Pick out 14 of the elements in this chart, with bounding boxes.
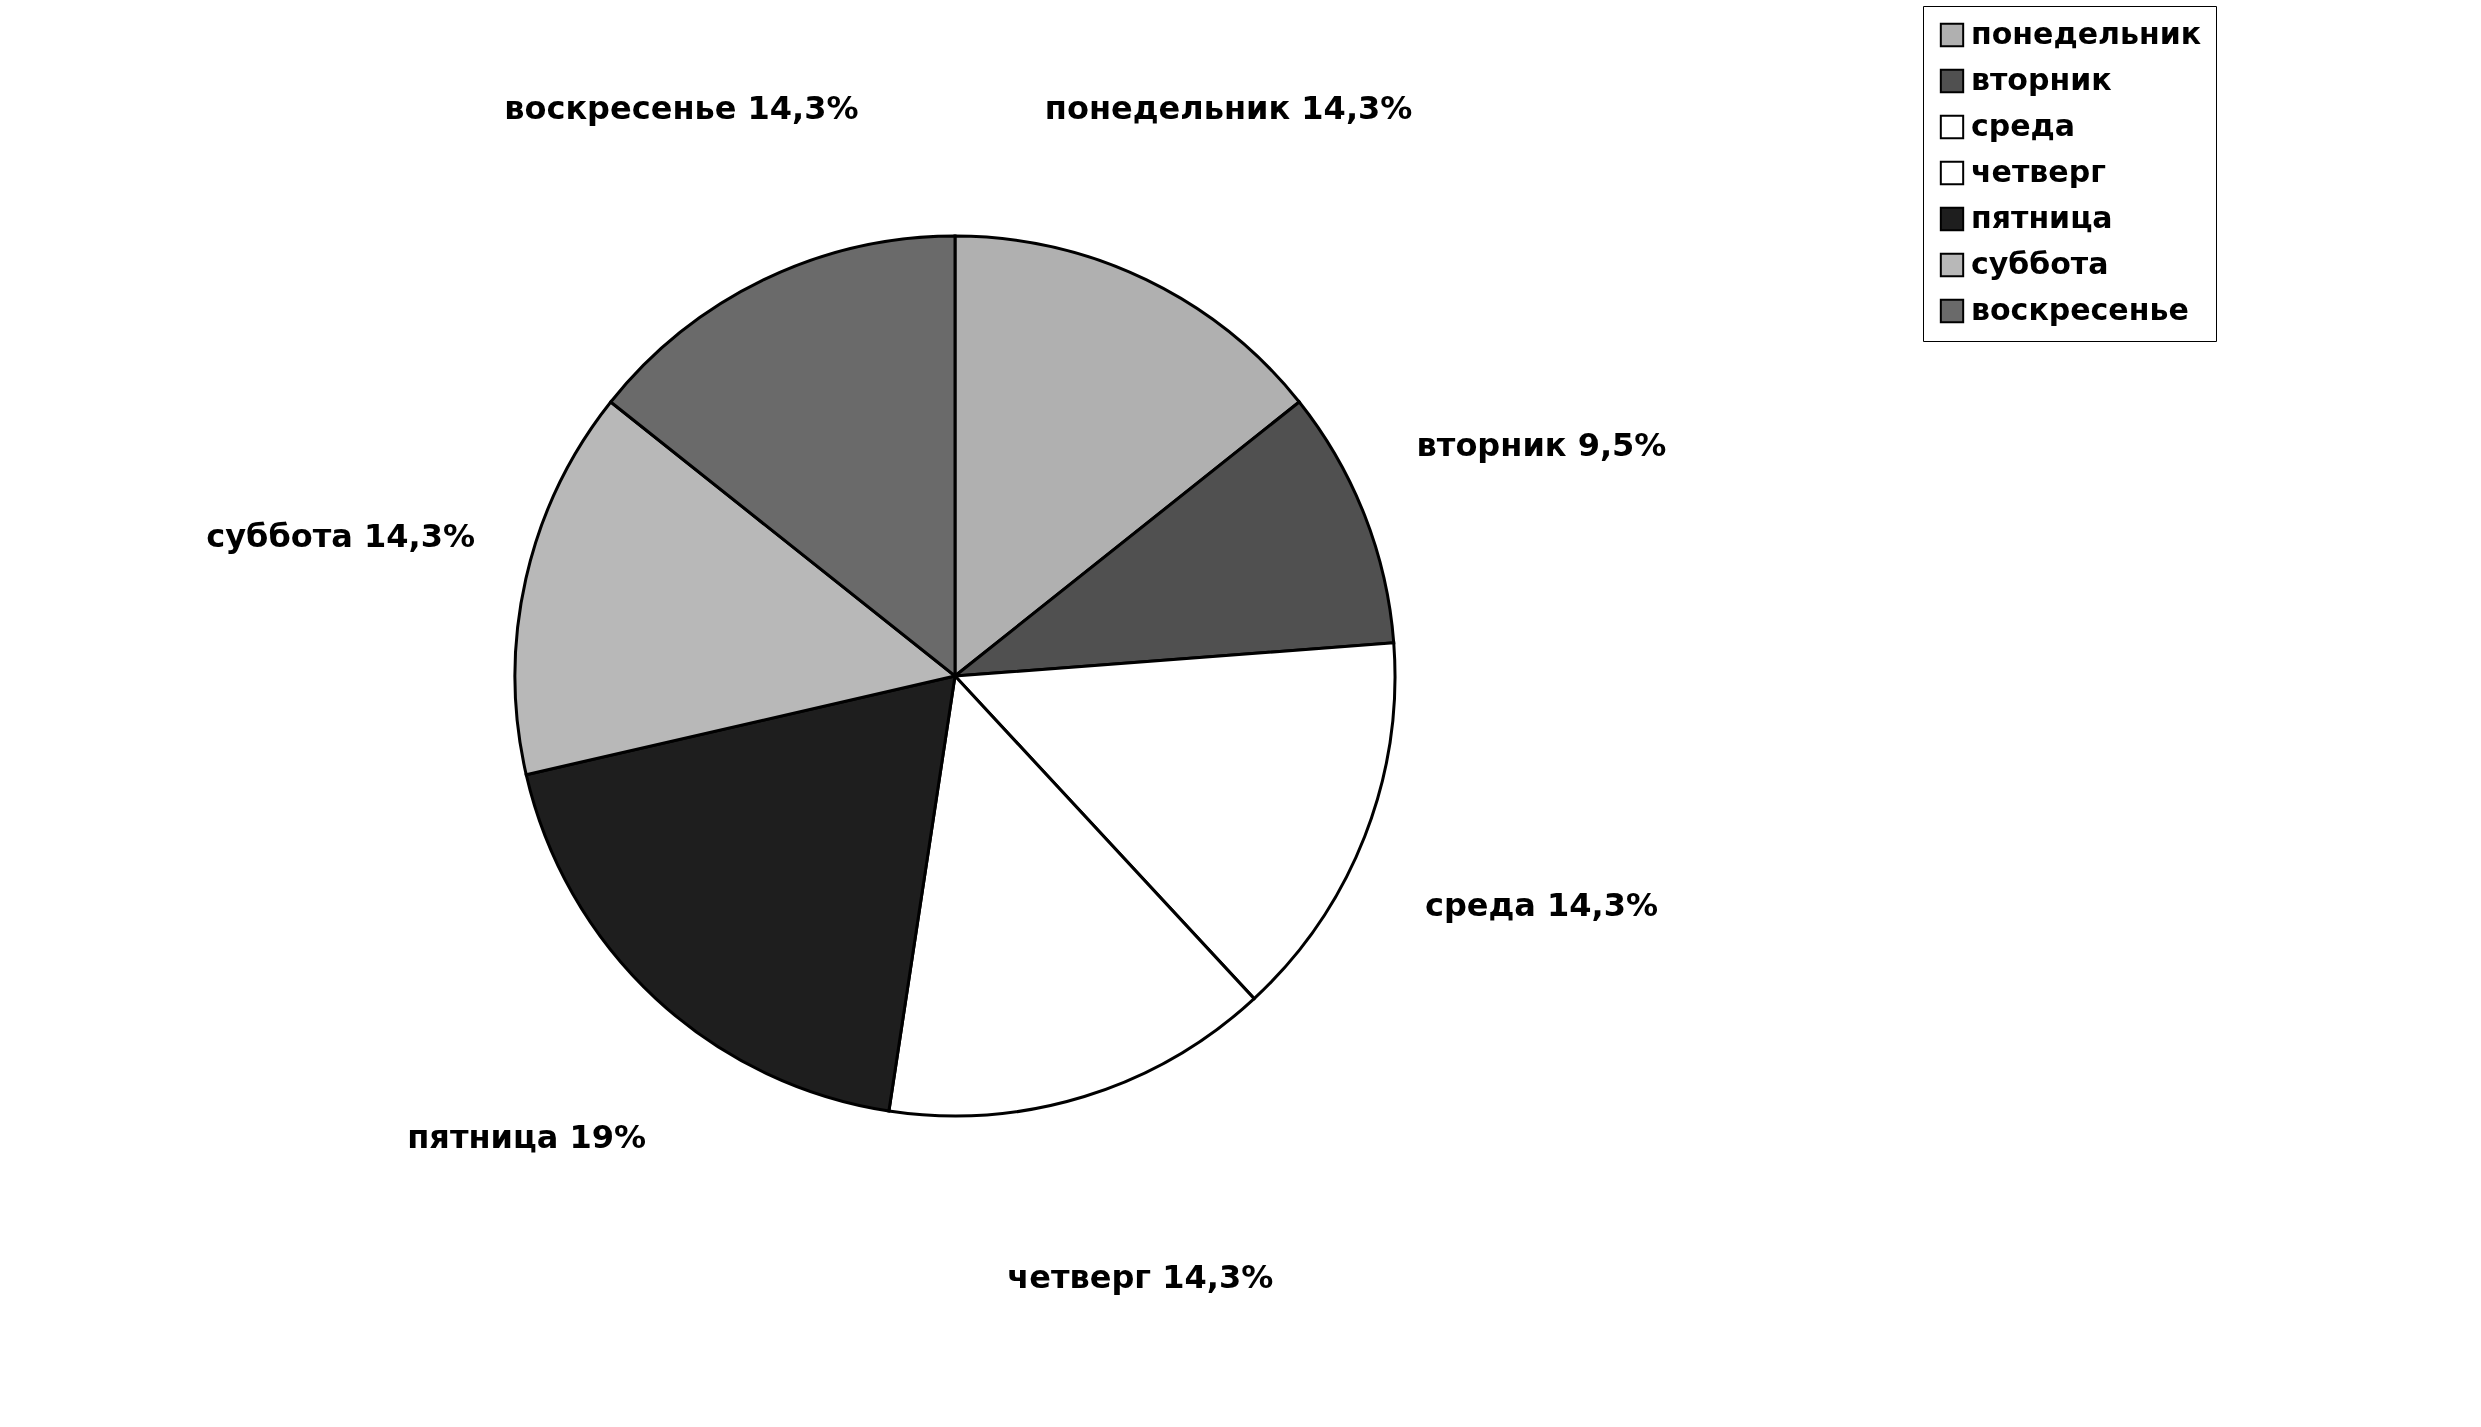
legend-label: воскресенье [1971, 292, 2189, 327]
legend-label: пятница [1971, 200, 2113, 235]
category-label: суббота 14,3% [206, 516, 476, 555]
category-label: пятница 19% [407, 1117, 647, 1156]
legend-label: вторник [1971, 62, 2112, 97]
category-label: четверг 14,3% [1007, 1258, 1274, 1297]
legend-label: среда [1971, 108, 2076, 143]
category-label: вторник 9,5% [1416, 425, 1667, 464]
legend-label: понедельник [1971, 16, 2202, 51]
legend-label: суббота [1971, 246, 2109, 281]
legend-label: четверг [1971, 154, 2106, 189]
category-label: воскресенье 14,3% [504, 88, 859, 127]
category-label: понедельник 14,3% [1044, 88, 1413, 127]
category-label: среда 14,3% [1424, 886, 1659, 925]
